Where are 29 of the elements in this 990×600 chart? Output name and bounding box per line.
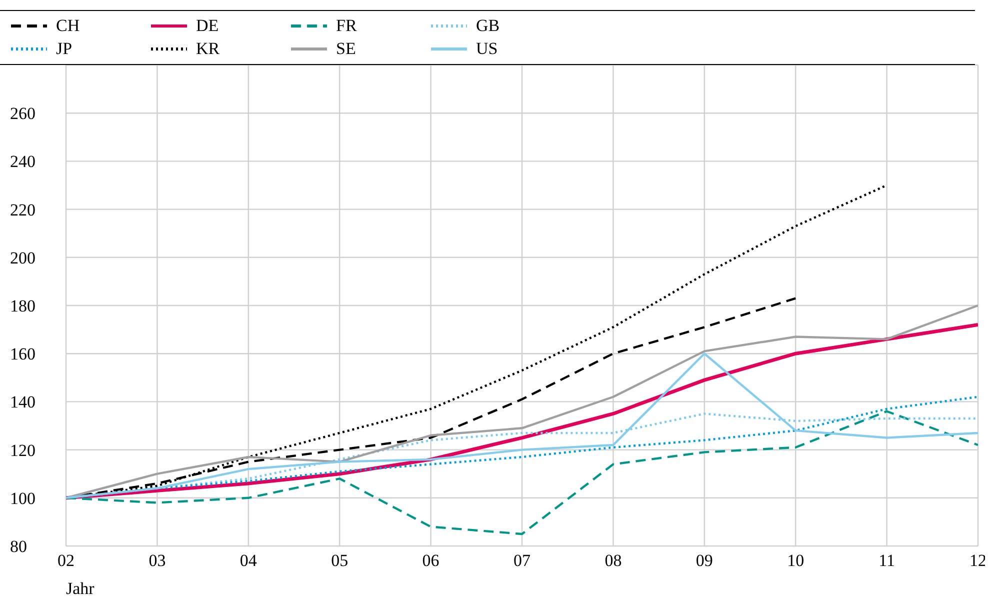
legend-label: SE [336,38,356,58]
legend-label: GB [476,16,500,36]
x-tick-label: 02 [58,551,74,570]
x-tick-label: 11 [878,551,895,570]
y-tick-label: 240 [10,152,36,172]
x-tick-label: 04 [240,551,258,570]
y-tick-label: 140 [10,392,36,412]
y-tick-label: 200 [10,248,36,268]
y-tick-label: 160 [10,344,36,364]
x-tick-label: 08 [604,551,622,570]
y-tick-label: 120 [10,440,36,460]
legend-label: US [476,38,498,58]
x-tick-label: 10 [787,551,804,570]
legend-label: JP [56,38,72,58]
y-tick-label: 180 [10,296,36,316]
legend-label: CH [56,16,80,36]
x-tick-label: 06 [422,551,440,570]
x-tick-label: 03 [148,551,166,570]
x-tick-label: 07 [514,551,531,570]
x-tick-label: 05 [331,551,348,570]
legend-label: KR [196,38,220,58]
legend-label: FR [336,16,357,36]
legend-label: DE [196,16,219,36]
y-tick-label: 80 [10,537,27,556]
x-tick-label: 09 [696,551,713,570]
y-tick-label: 100 [10,488,36,508]
y-tick-label: 260 [10,104,36,124]
y-tick-label: 220 [10,200,36,220]
x-axis-title: Jahr [66,579,95,598]
